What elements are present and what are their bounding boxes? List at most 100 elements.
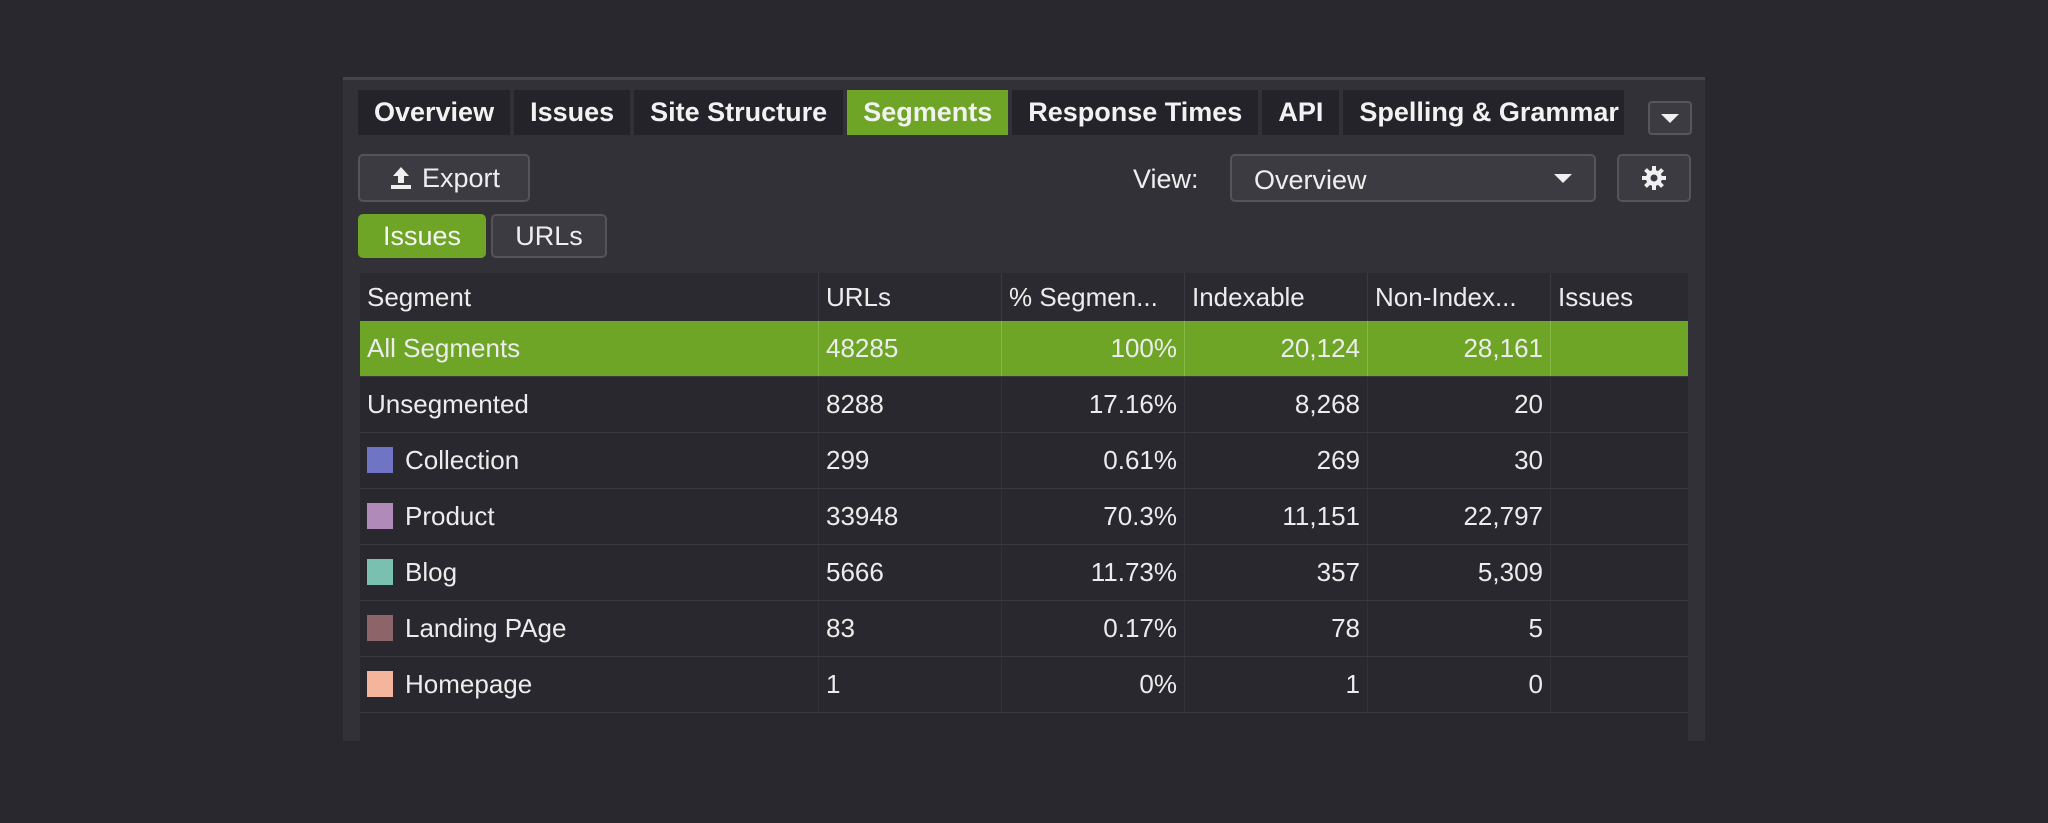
column-header-issues[interactable]: Issues <box>1558 282 1634 312</box>
tab-response-times[interactable]: Response Times <box>1012 90 1259 135</box>
table-row[interactable]: All Segments 48285 100% 20,124 28,161 <box>360 321 1688 377</box>
urls-cell: 33948 <box>819 489 1002 544</box>
non-indexable-cell-text: 5 <box>1528 613 1543 643</box>
urls-cell: 5666 <box>819 545 1002 600</box>
table-row[interactable]: Product 33948 70.3% 11,151 22,797 <box>360 489 1688 545</box>
percent-segment-cell: 0.17% <box>1002 601 1185 656</box>
indexable-cell-text: 8,268 <box>1294 389 1360 419</box>
urls-cell-text: 299 <box>826 445 870 475</box>
indexable-cell: 357 <box>1185 545 1368 600</box>
tab-site-structure[interactable]: Site Structure <box>634 90 844 135</box>
column-header-non-indexable[interactable]: Non-Index... <box>1368 273 1551 321</box>
percent-segment-cell: 17.16% <box>1002 377 1185 432</box>
tab-api[interactable]: API <box>1262 90 1340 135</box>
segment-color-swatch <box>367 559 393 586</box>
upload-icon <box>390 167 411 189</box>
indexable-cell-text: 1 <box>1345 669 1360 699</box>
non-indexable-cell-text: 0 <box>1528 669 1543 699</box>
percent-segment-cell-text: 0.61% <box>1103 445 1177 475</box>
indexable-cell: 8,268 <box>1185 377 1368 432</box>
segment-cell: Collection <box>360 433 819 488</box>
indexable-cell-text: 357 <box>1316 557 1360 587</box>
segment-cell-text: Collection <box>405 445 520 475</box>
column-header-urls[interactable]: URLs <box>819 273 1002 321</box>
segment-cell: Homepage <box>360 657 819 712</box>
indexable-cell: 269 <box>1185 433 1368 488</box>
percent-segment-cell-text: 70.3% <box>1103 501 1177 531</box>
non-indexable-cell: 5 <box>1368 601 1551 656</box>
non-indexable-cell: 0 <box>1368 657 1551 712</box>
view-dropdown[interactable]: Overview <box>1230 154 1596 202</box>
table-empty-area <box>360 713 1688 753</box>
table-row[interactable]: Unsegmented 8288 17.16% 8,268 20 <box>360 377 1688 433</box>
segment-cell-text: Landing PAge <box>405 613 567 643</box>
urls-cell: 299 <box>819 433 1002 488</box>
tab-segments[interactable]: Segments <box>847 90 1009 135</box>
percent-segment-cell-text: 11.73% <box>1090 557 1177 587</box>
segment-color-swatch <box>367 503 393 530</box>
non-indexable-cell: 20 <box>1368 377 1551 432</box>
tab-spelling-grammar[interactable]: Spelling & Grammar <box>1343 90 1625 135</box>
tab-overview[interactable]: Overview <box>358 90 511 135</box>
issues-cell <box>1551 433 1688 488</box>
indexable-cell-text: 78 <box>1331 613 1360 643</box>
segment-cell: Landing PAge <box>360 601 819 656</box>
non-indexable-cell-text: 22,797 <box>1463 501 1543 531</box>
segment-color-swatch <box>367 615 393 642</box>
segment-cell-text: All Segments <box>367 333 521 363</box>
urls-cell: 48285 <box>819 321 1002 376</box>
segment-cell-text: Homepage <box>405 669 533 699</box>
indexable-cell: 1 <box>1185 657 1368 712</box>
subtab-issues[interactable]: Issues <box>358 214 486 258</box>
segment-cell: Unsegmented <box>360 377 819 432</box>
indexable-cell-text: 269 <box>1316 445 1360 475</box>
urls-cell: 83 <box>819 601 1002 656</box>
non-indexable-cell: 28,161 <box>1368 321 1551 376</box>
view-label: View: <box>1133 164 1199 194</box>
percent-segment-cell-text: 0% <box>1139 669 1177 699</box>
tab-issues[interactable]: Issues <box>514 90 631 135</box>
non-indexable-cell: 30 <box>1368 433 1551 488</box>
urls-cell-text: 8288 <box>826 389 884 419</box>
table-row[interactable]: Homepage 1 0% 1 0 <box>360 657 1688 713</box>
percent-segment-cell: 100% <box>1002 321 1185 376</box>
urls-cell-text: 48285 <box>826 333 899 363</box>
percent-segment-cell: 0% <box>1002 657 1185 712</box>
tab-overflow-button[interactable] <box>1648 101 1692 135</box>
urls-cell-text: 1 <box>826 669 841 699</box>
non-indexable-cell: 5,309 <box>1368 545 1551 600</box>
settings-button[interactable] <box>1617 154 1691 202</box>
indexable-cell-text: 20,124 <box>1280 333 1360 363</box>
urls-cell-text: 5666 <box>826 557 884 587</box>
percent-segment-cell-text: 100% <box>1110 333 1178 363</box>
issues-cell <box>1551 545 1688 600</box>
segments-panel: Overview Issues Site Structure Segments … <box>343 77 1705 753</box>
non-indexable-cell: 22,797 <box>1368 489 1551 544</box>
subtab-urls[interactable]: URLs <box>491 214 607 258</box>
gear-icon <box>1642 166 1666 190</box>
table-row[interactable]: Blog 5666 11.73% 357 5,309 <box>360 545 1688 601</box>
export-button[interactable]: Export <box>358 154 530 202</box>
indexable-cell: 20,124 <box>1185 321 1368 376</box>
segment-color-swatch <box>367 447 393 474</box>
table-row[interactable]: Landing PAge 83 0.17% 78 5 <box>360 601 1688 657</box>
table-header: Segment URLs % Segmen... Indexable Non-I… <box>360 273 1688 321</box>
view-dropdown-value: Overview <box>1254 165 1367 195</box>
export-label: Export <box>421 162 501 193</box>
non-indexable-cell-text: 5,309 <box>1477 557 1543 587</box>
segment-cell: All Segments <box>360 321 819 376</box>
percent-segment-cell: 70.3% <box>1002 489 1185 544</box>
segment-cell: Blog <box>360 545 819 600</box>
chevron-down-icon <box>1661 113 1679 123</box>
column-header-percent-segment[interactable]: % Segmen... <box>1002 273 1185 321</box>
column-header-indexable[interactable]: Indexable <box>1185 273 1368 321</box>
issues-cell <box>1551 321 1688 376</box>
column-header-segment[interactable]: Segment <box>360 273 819 321</box>
chevron-down-icon <box>1554 174 1572 183</box>
segment-cell: Product <box>360 489 819 544</box>
segments-table: Segment URLs % Segmen... Indexable Non-I… <box>360 273 1688 753</box>
segment-cell-text: Unsegmented <box>367 389 529 419</box>
non-indexable-cell-text: 28,161 <box>1463 333 1543 363</box>
table-row[interactable]: Collection 299 0.61% 269 30 <box>360 433 1688 489</box>
percent-segment-cell-text: 0.17% <box>1103 613 1177 643</box>
